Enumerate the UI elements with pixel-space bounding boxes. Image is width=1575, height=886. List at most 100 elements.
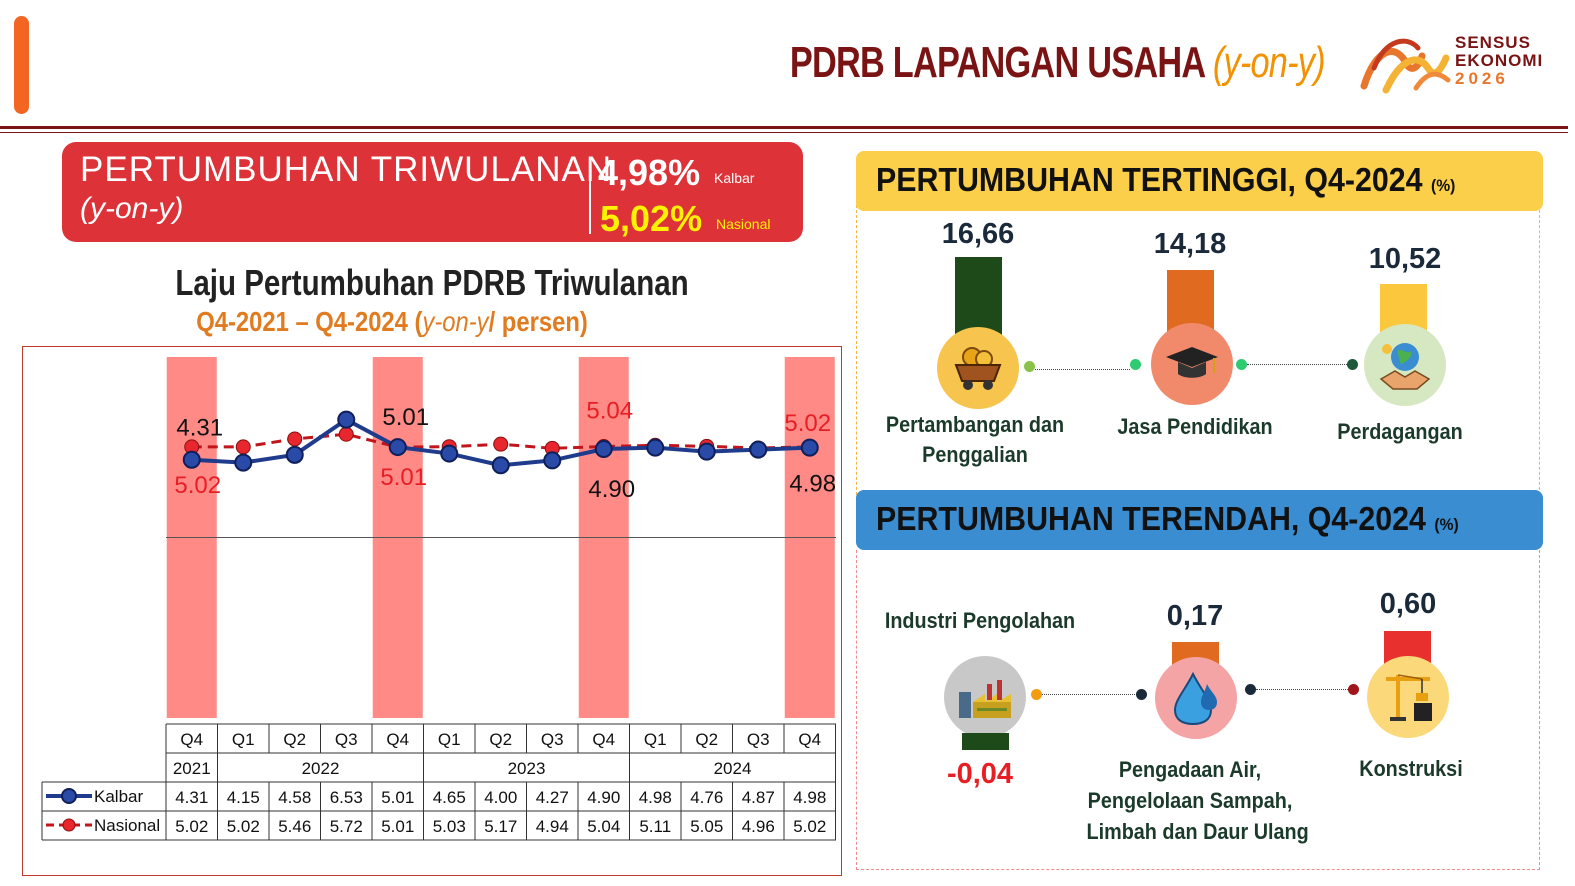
nasional-table-cell: 5.02	[793, 817, 826, 836]
quarter-tick-label: Q3	[747, 730, 770, 749]
kalbar-point	[646, 438, 665, 457]
kalbar-legend-label: Kalbar	[94, 787, 143, 806]
nasional-table-cell: 4.96	[742, 817, 775, 836]
terendah-label-2c: Limbah dan Daur Ulang	[1086, 819, 1309, 844]
kalbar-point	[697, 442, 716, 461]
summary-subtitle: (y-on-y)	[80, 192, 184, 225]
kalbar-table-cell: 4.98	[793, 788, 826, 807]
nasional-point	[493, 436, 509, 452]
logo-text: SENSUS EKONOMI 2026	[1455, 33, 1544, 88]
nasional-table-cell: 5.02	[227, 817, 260, 836]
connector-dot	[1348, 684, 1359, 695]
tertinggi-label-1b: Penggalian	[922, 442, 1028, 467]
connector-line	[1247, 364, 1347, 365]
year-label: 2022	[302, 759, 340, 778]
tertinggi-title: PERTUMBUHAN TERTINGGI, Q4-2024	[876, 161, 1423, 198]
summary-kalbar-label: Kalbar	[714, 170, 755, 186]
nasional-table-cell: 5.03	[433, 817, 466, 836]
header-rule	[0, 126, 1568, 129]
summary-nasional-label: Nasional	[716, 216, 771, 232]
terendah-title: PERTUMBUHAN TERENDAH, Q4-2024	[876, 500, 1426, 537]
summary-kalbar-value: 4,98%	[598, 152, 701, 193]
quarter-tick-label: Q4	[798, 730, 821, 749]
connector-line	[1035, 369, 1130, 370]
year-label: 2023	[508, 759, 546, 778]
graduation-cap-icon	[1151, 323, 1233, 405]
quarter-tick-label: Q1	[438, 730, 461, 749]
kalbar-table-cell: 5.01	[381, 788, 414, 807]
handshake-globe-icon	[1364, 324, 1446, 406]
summary-nasional-value: 5,02%	[600, 198, 703, 239]
summary-title: PERTUMBUHAN TRIWULANAN	[80, 150, 613, 189]
nasional-point	[338, 426, 354, 442]
connector-dot	[1024, 361, 1035, 372]
connector-dot	[1130, 359, 1141, 370]
kalbar-table-cell: 4.98	[639, 788, 672, 807]
kalbar-table-cell: 4.00	[484, 788, 517, 807]
kalbar-point	[234, 453, 253, 472]
connector-line	[1256, 689, 1348, 690]
year-label: 2024	[714, 759, 752, 778]
factory-icon	[944, 656, 1026, 738]
quarter-tick-label: Q2	[283, 730, 306, 749]
connector-dot	[1245, 684, 1256, 695]
kalbar-data-label: 4.98	[789, 471, 836, 498]
nasional-point	[235, 439, 251, 455]
tertinggi-header: PERTUMBUHAN TERTINGGI, Q4-2024 (%)	[856, 151, 1543, 211]
nasional-table-cell: 5.01	[381, 817, 414, 836]
kalbar-point	[182, 450, 201, 469]
terendah-label-3: Konstruksi	[1359, 756, 1463, 781]
chart-frame	[22, 346, 842, 876]
kalbar-legend-marker	[61, 788, 77, 804]
quarter-tick-label: Q3	[541, 730, 564, 749]
sensus-ekonomi-logo	[1360, 38, 1451, 94]
quarter-tick-label: Q4	[180, 730, 203, 749]
chart-title: Laju Pertumbuhan PDRB Triwulanan	[175, 262, 689, 303]
quarter-tick-label: Q1	[232, 730, 255, 749]
nasional-table-cell: 5.05	[690, 817, 723, 836]
kalbar-data-label: 4.90	[588, 476, 635, 503]
connector-dot	[1031, 689, 1042, 700]
summary-divider	[589, 158, 591, 234]
terendah-bar-1	[962, 733, 1009, 750]
terendah-value-2: 0,17	[1166, 600, 1224, 632]
kalbar-table-cell: 4.76	[690, 788, 723, 807]
connector-dot	[1347, 359, 1358, 370]
tertinggi-label-1a: Pertambangan dan	[885, 412, 1065, 437]
nasional-legend-marker	[62, 818, 76, 832]
kalbar-table-cell: 4.31	[175, 788, 208, 807]
page-title: PDRB LAPANGAN USAHA (y-on-y)	[790, 38, 1326, 87]
kalbar-table-cell: 4.58	[278, 788, 311, 807]
quarter-tick-label: Q2	[489, 730, 512, 749]
kalbar-point	[388, 438, 407, 457]
tertinggi-label-3: Perdagangan	[1337, 419, 1463, 444]
nasional-data-label: 5.04	[586, 398, 633, 425]
kalbar-table-cell: 4.87	[742, 788, 775, 807]
nasional-legend-label: Nasional	[94, 816, 160, 835]
year-label: 2021	[173, 759, 211, 778]
terendah-value-1: -0,04	[946, 758, 1014, 790]
nasional-table-cell: 5.17	[484, 817, 517, 836]
line-chart: 4.31 5.02 5.01 5.01 4.90 5.04 4.98 5.02 2021 2022…	[41, 357, 836, 841]
nasional-data-label: 5.02	[784, 410, 831, 437]
terendah-header: PERTUMBUHAN TERENDAH, Q4-2024 (%)	[856, 490, 1543, 550]
connector-dot	[1136, 689, 1147, 700]
water-drop-icon	[1155, 657, 1237, 739]
nasional-table-cell: 5.11	[639, 817, 671, 836]
nasional-data-label: 5.02	[174, 472, 221, 499]
mining-cart-icon	[937, 327, 1019, 409]
header-rule-thin	[0, 132, 1568, 133]
nasional-table-cell: 5.46	[278, 817, 311, 836]
kalbar-point	[543, 451, 562, 470]
tertinggi-frame	[856, 200, 1540, 500]
terendah-label-2a: Pengadaan Air,	[1118, 757, 1262, 782]
kalbar-table-cell: 4.90	[587, 788, 620, 807]
tertinggi-bar-1	[955, 257, 1002, 337]
kalbar-point	[285, 445, 304, 464]
tertinggi-value-1: 16,66	[941, 218, 1015, 250]
terendah-label-2b: Pengelolaan Sampah,	[1087, 788, 1293, 813]
kalbar-point	[337, 410, 356, 429]
tertinggi-unit: (%)	[1431, 176, 1456, 195]
tertinggi-label-2: Jasa Pendidikan	[1117, 414, 1273, 439]
quarter-tick-label: Q2	[695, 730, 718, 749]
